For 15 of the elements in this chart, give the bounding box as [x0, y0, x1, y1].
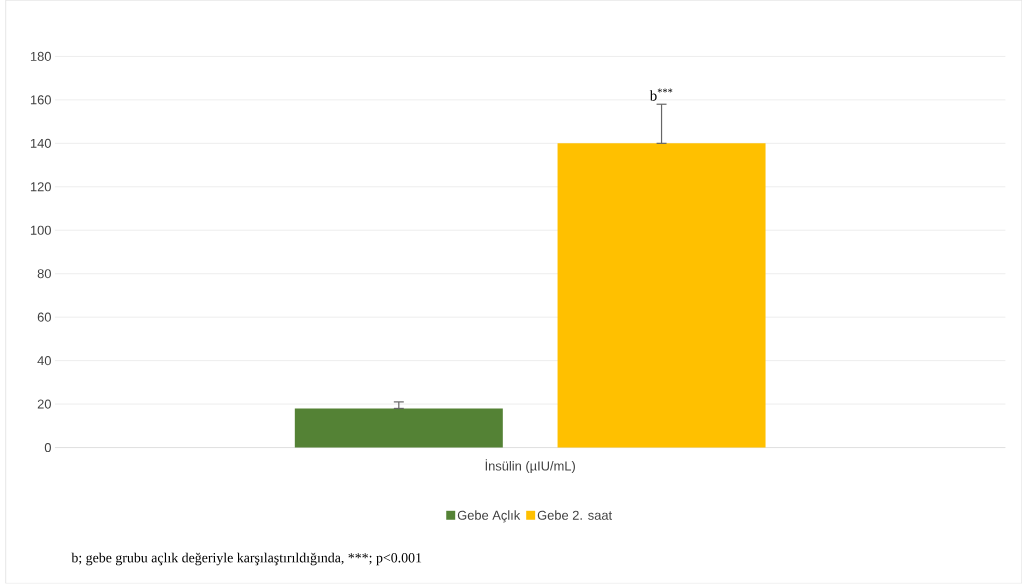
y-tick-label: 20	[37, 399, 51, 409]
y-tick-label: 60	[37, 312, 51, 322]
y-tick-label: 120	[30, 182, 51, 192]
annotation: b$^{***}$	[649, 88, 673, 101]
y-tick-label: 80	[37, 269, 51, 279]
legend-label: Gebe Açlık	[457, 510, 521, 523]
y-tick-label: 180	[30, 52, 51, 62]
text: b; gebe grubu açlık değeriyle karşılaştırıldığında, ***; p<0.001	[71, 552, 422, 566]
y-tick-label: 40	[37, 356, 51, 366]
y-tick-label: 160	[30, 95, 51, 105]
y-tick-label: 0	[44, 443, 51, 453]
legend-label: Gebe 2. saat	[537, 510, 613, 521]
y-tick-label: 100	[30, 225, 51, 236]
y-tick-label: 140	[30, 138, 51, 149]
x-tick-label: İnsülin (µIU/mL)	[485, 459, 575, 474]
